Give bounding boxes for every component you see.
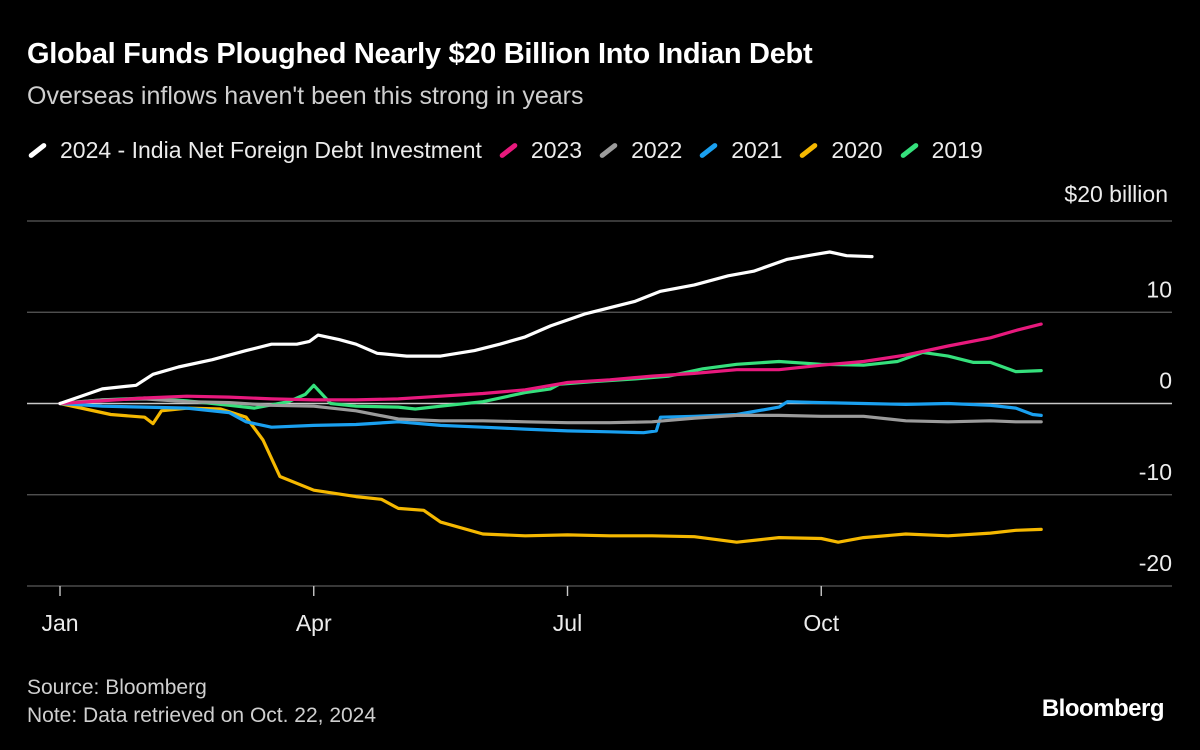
series-line-2023 (58, 322, 1043, 406)
bloomberg-logo: Bloomberg (1041, 695, 1165, 722)
legend-item-2: 2022 (598, 137, 682, 164)
legend-item-5: 2019 (899, 137, 983, 164)
legend-label: 2019 (931, 137, 983, 163)
series-line-2020 (58, 401, 1043, 544)
y-tick-label: -20 (1139, 550, 1172, 576)
y-unit-label: $20 billion (1064, 181, 1168, 207)
chart-subtitle: Overseas inflows haven't been this stron… (27, 82, 584, 110)
x-tick-label: Apr (296, 610, 332, 636)
legend-label: 2020 (831, 137, 883, 163)
series-line-2022 (58, 397, 1043, 425)
x-tick-label: Oct (803, 610, 839, 636)
source-note: Source: Bloomberg (27, 676, 207, 699)
legend-label: 2024 - India Net Foreign Debt Investment (60, 137, 482, 163)
legend-item-0: 2024 - India Net Foreign Debt Investment (27, 137, 482, 164)
legend-label: 2022 (631, 137, 683, 163)
legend-item-4: 2020 (798, 137, 883, 164)
x-tick-label: Jan (41, 610, 78, 636)
legend-label: 2023 (530, 137, 583, 163)
data-note: Note: Data retrieved on Oct. 22, 2024 (27, 704, 377, 727)
legend: 2024 - India Net Foreign Debt Investment… (27, 137, 999, 164)
x-tick-label: Jul (553, 610, 582, 636)
series-line-2021 (58, 400, 1043, 435)
legend-item-3: 2021 (698, 137, 782, 164)
chart-title: Global Funds Ploughed Nearly $20 Billion… (27, 38, 813, 70)
y-tick-label: -10 (1139, 459, 1172, 485)
legend-item-1: 2023 (498, 137, 582, 164)
series-line-2024 (58, 250, 874, 406)
footer-notes: Source: Bloomberg Note: Data retrieved o… (27, 674, 376, 730)
legend-label: 2021 (731, 137, 783, 163)
y-tick-label: 0 (1159, 368, 1172, 394)
y-tick-label: 10 (1146, 276, 1172, 302)
